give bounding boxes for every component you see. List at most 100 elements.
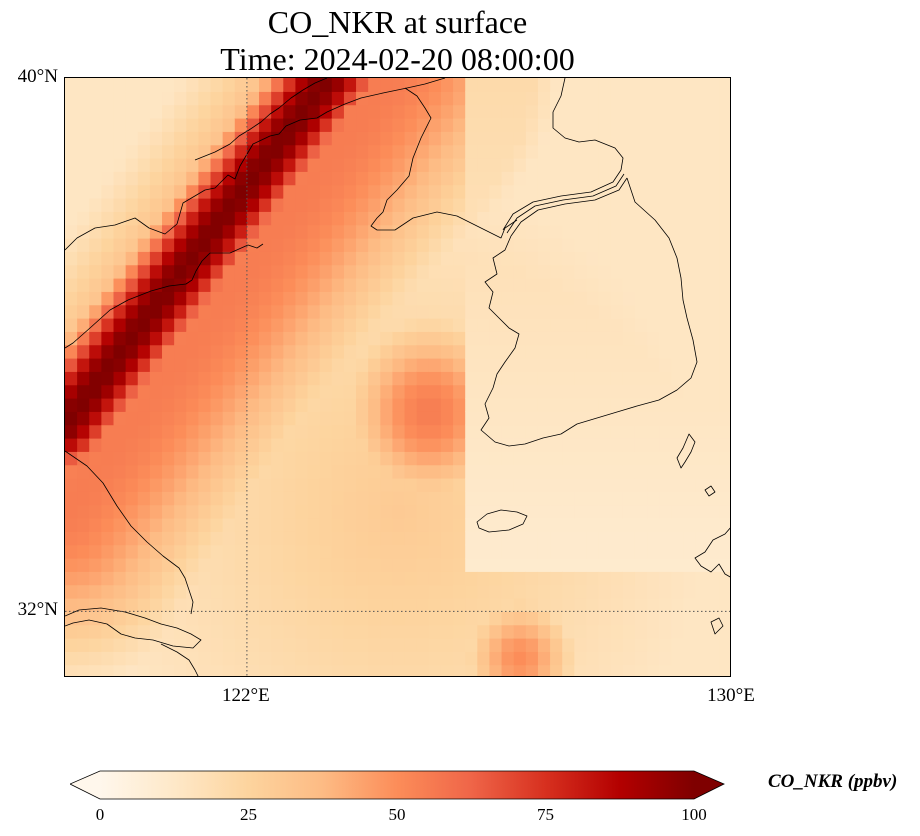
field-cell (465, 331, 478, 346)
field-cell (513, 424, 527, 439)
field-cell (392, 664, 406, 676)
field-cell (440, 398, 454, 412)
field-cell (707, 211, 721, 226)
field-cell (586, 624, 600, 639)
field-cell (331, 224, 345, 239)
field-cell (647, 91, 660, 106)
field-cell (671, 171, 685, 186)
field-cell (440, 344, 454, 359)
field-cell (234, 158, 248, 172)
field-cell (695, 198, 709, 212)
field-cell (683, 278, 697, 292)
field-cell (149, 424, 163, 439)
field-cell (246, 598, 260, 612)
field-cell (562, 598, 575, 612)
field-cell (707, 638, 721, 652)
field-cell (246, 224, 260, 239)
field-cell (307, 131, 321, 146)
field-cell (380, 438, 394, 452)
field-cell (525, 304, 539, 319)
field-cell (198, 384, 212, 399)
field-cell (331, 438, 345, 452)
field-cell (634, 131, 648, 146)
field-cell (331, 518, 345, 532)
field-cell (598, 451, 612, 466)
field-cell (125, 584, 139, 599)
field-cell (162, 358, 175, 372)
field-cell (392, 598, 406, 612)
field-cell (465, 171, 478, 186)
field-cell (586, 104, 600, 119)
field-cell (707, 424, 721, 439)
field-cell (186, 238, 199, 252)
field-cell (550, 144, 563, 159)
field-cell (513, 491, 527, 506)
field-cell (525, 318, 539, 332)
field-cell (137, 318, 151, 332)
field-cell (65, 571, 78, 586)
field-cell (707, 198, 721, 212)
field-cell (574, 358, 588, 372)
field-cell (416, 624, 430, 639)
field-cell (550, 158, 563, 172)
field-cell (259, 171, 272, 186)
field-cell (659, 264, 672, 279)
field-cell (695, 464, 709, 479)
field-cell (586, 171, 600, 186)
field-cell (162, 331, 175, 346)
field-cell (598, 318, 612, 332)
field-cell (453, 531, 466, 546)
field-cell (562, 504, 575, 519)
field-cell (477, 384, 491, 399)
field-cell (659, 78, 672, 92)
field-cell (416, 438, 430, 452)
field-cell (719, 211, 730, 226)
field-cell (622, 318, 636, 332)
field-cell (610, 464, 624, 479)
field-cell (295, 224, 309, 239)
field-cell (562, 518, 575, 532)
field-cell (198, 478, 212, 492)
field-cell (101, 118, 115, 132)
field-cell (416, 264, 430, 279)
field-cell (380, 411, 394, 426)
field-cell (416, 384, 430, 399)
field-cell (537, 318, 551, 332)
field-cell (392, 331, 406, 346)
concentration-field (65, 78, 730, 676)
field-cell (162, 464, 175, 479)
field-cell (113, 624, 127, 639)
field-cell (707, 518, 721, 532)
field-cell (428, 424, 442, 439)
field-cell (246, 638, 260, 652)
field-cell (343, 198, 357, 212)
field-cell (550, 491, 563, 506)
field-cell (101, 358, 115, 372)
field-cell (356, 331, 369, 346)
field-cell (610, 424, 624, 439)
field-cell (174, 358, 187, 372)
field-cell (501, 438, 515, 452)
field-cell (343, 584, 357, 599)
field-cell (659, 491, 672, 506)
field-cell (380, 291, 394, 306)
field-cell (295, 571, 309, 586)
field-cell (404, 478, 418, 492)
coastline-tsushima (676, 433, 696, 469)
map-canvas (65, 78, 730, 676)
field-cell (331, 158, 345, 172)
field-cell (271, 384, 284, 399)
field-cell (465, 78, 478, 92)
field-cell (295, 304, 309, 319)
field-cell (125, 638, 139, 652)
field-cell (671, 491, 685, 506)
field-cell (489, 211, 503, 226)
field-cell (513, 344, 527, 359)
field-cell (707, 651, 721, 666)
field-cell (356, 571, 369, 586)
field-cell (198, 611, 212, 626)
field-cell (77, 464, 90, 479)
field-cell (537, 438, 551, 452)
field-cell (246, 651, 260, 666)
field-cell (368, 251, 381, 266)
